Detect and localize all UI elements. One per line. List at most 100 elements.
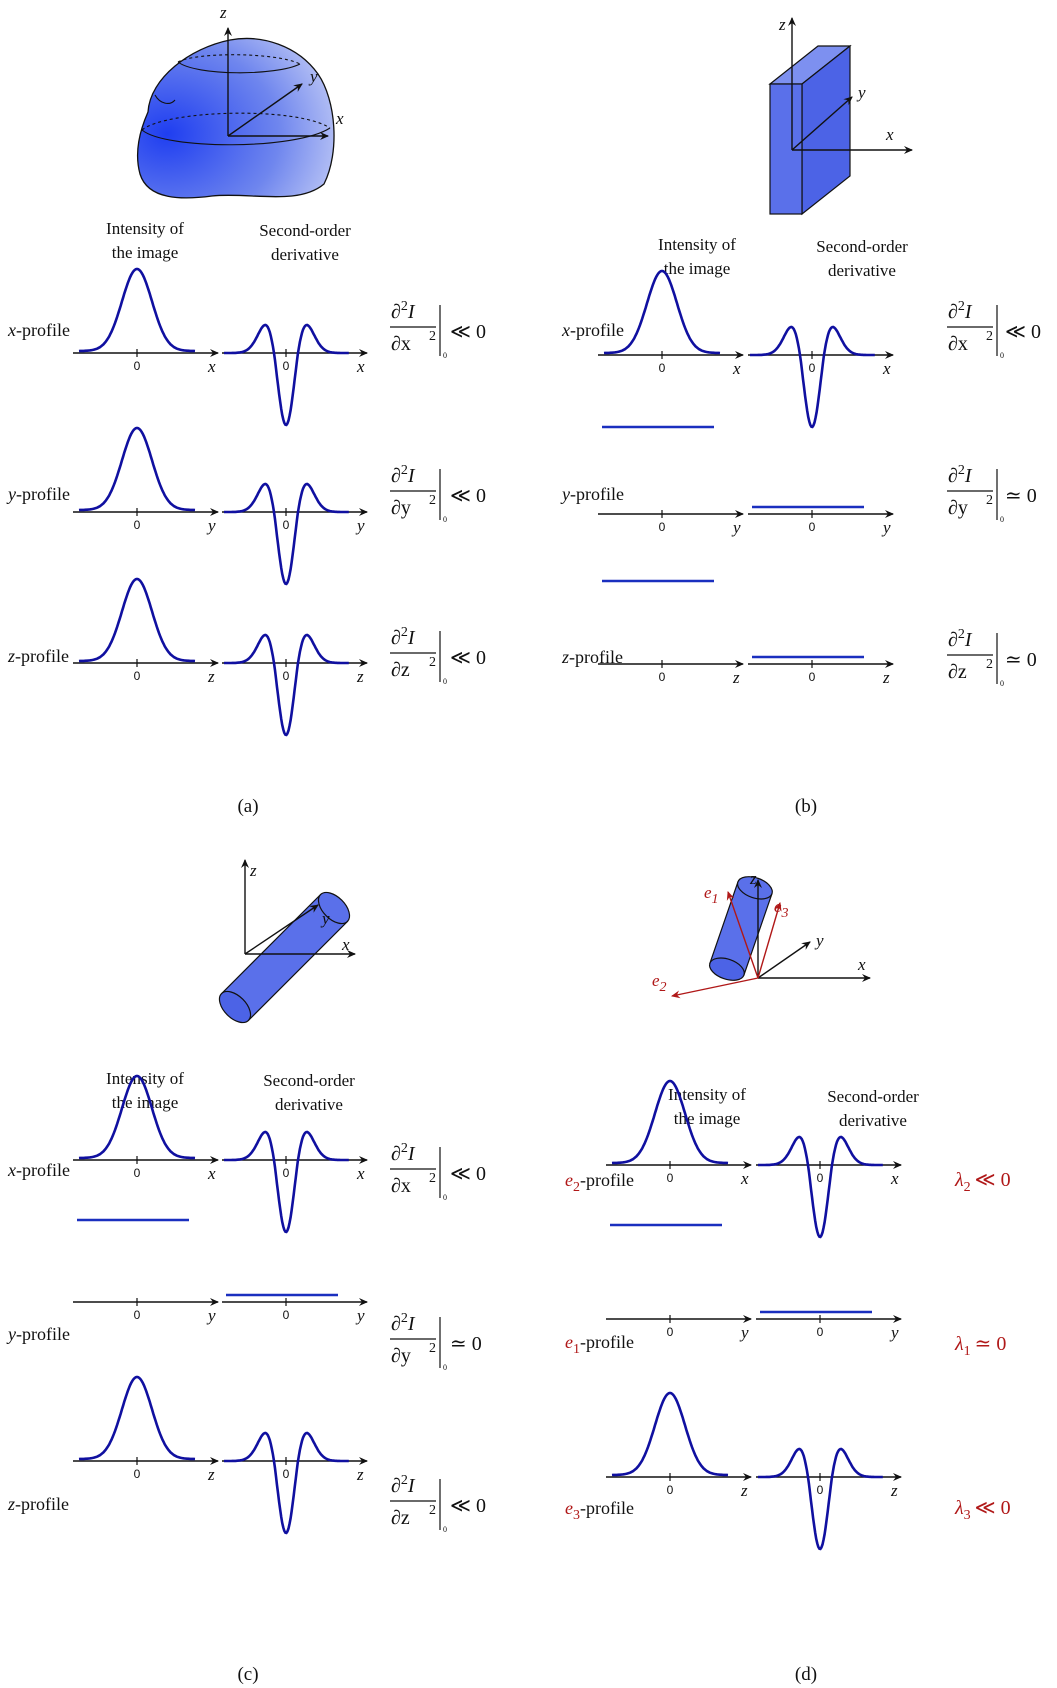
- axis3d-a-y: y: [308, 67, 318, 86]
- header-intensity-d2: the image: [674, 1109, 741, 1128]
- profile-label-d-e3: e3-profile: [565, 1498, 634, 1523]
- svg-text:≃ 0: ≃ 0: [1005, 485, 1037, 507]
- svg-text:∂x: ∂x: [948, 333, 968, 355]
- caption-a: (a): [237, 796, 258, 817]
- plot-2-2-deriv-axis-label: z: [356, 1465, 364, 1484]
- profile-labels: x-profile y-profile z-profile x-profile …: [6, 320, 634, 1523]
- plot-3-1-intensity-axis-label: y: [739, 1323, 749, 1342]
- plot-0-0-intensity-tick-label: 0: [134, 359, 141, 373]
- plot-0-0-deriv-tick-label: 0: [283, 359, 290, 373]
- plot-2-0-intensity-tick-label: 0: [134, 1166, 141, 1180]
- svg-text:≃ 0: ≃ 0: [1005, 649, 1037, 671]
- svg-text:≪ 0: ≪ 0: [450, 1495, 486, 1517]
- axis3d-d-y: y: [814, 931, 824, 950]
- svg-text:≃ 0: ≃ 0: [450, 1333, 482, 1355]
- svg-text:≪ 0: ≪ 0: [450, 321, 486, 343]
- header-intensity-d1: Intensity of: [668, 1085, 746, 1104]
- plot-0-2-intensity-curve: [78, 577, 196, 663]
- plot-2-2-deriv-curve: [224, 1431, 349, 1535]
- svg-text:0: 0: [443, 677, 447, 686]
- caption-c: (c): [237, 1664, 258, 1685]
- axis3d-b-y: y: [856, 83, 866, 102]
- svg-text:0: 0: [1000, 679, 1004, 688]
- plot-0-0-intensity-axis-label: x: [207, 357, 216, 376]
- axis3d-d-x: x: [857, 955, 866, 974]
- plot-0-0-intensity-curve: [78, 267, 196, 353]
- svg-text:≪ 0: ≪ 0: [450, 485, 486, 507]
- plot-0-2-deriv-curve: [224, 633, 349, 737]
- svg-text:∂2I: ∂2I: [391, 463, 416, 487]
- plot-3-2-intensity-tick-label: 0: [667, 1483, 674, 1497]
- plot-0-1-intensity-axis-label: y: [206, 516, 216, 535]
- svg-text:0: 0: [1000, 515, 1004, 524]
- plot-1-0-intensity-axis-label: x: [732, 359, 741, 378]
- axis3d-c-y: y: [320, 909, 330, 928]
- plot-2-1-deriv-axis-label: y: [355, 1306, 365, 1325]
- plot-3-2-deriv-tick-label: 0: [817, 1483, 824, 1497]
- svg-text:∂y: ∂y: [948, 497, 968, 519]
- profile-label-a-z: z-profile: [7, 646, 69, 666]
- plot-2-0-deriv-tick-label: 0: [283, 1166, 290, 1180]
- svg-text:∂2I: ∂2I: [948, 463, 973, 487]
- svg-text:∂z: ∂z: [948, 661, 967, 683]
- svg-text:2: 2: [429, 329, 436, 344]
- header-intensity-a2: the image: [112, 243, 179, 262]
- header-intensity-b2: the image: [664, 259, 731, 278]
- svg-text:0: 0: [443, 1525, 447, 1534]
- plot-2-2-intensity-tick-label: 0: [134, 1467, 141, 1481]
- svg-text:≪ 0: ≪ 0: [1005, 321, 1041, 343]
- header-deriv-a1: Second-order: [259, 221, 351, 240]
- plot-3-0-deriv-tick-label: 0: [817, 1171, 824, 1185]
- plot-2-2-deriv-tick-label: 0: [283, 1467, 290, 1481]
- plot-1-2-deriv-tick-label: 0: [809, 670, 816, 684]
- plot-1-2-intensity-axis-label: z: [732, 668, 740, 687]
- shape-blob: [136, 37, 335, 199]
- plot-2-1-intensity-tick-label: 0: [134, 1308, 141, 1322]
- svg-text:2: 2: [429, 493, 436, 508]
- svg-text:∂2I: ∂2I: [391, 1311, 416, 1335]
- plot-3-0-intensity-curve: [611, 1079, 729, 1165]
- blob-body: [136, 37, 335, 199]
- svg-text:∂y: ∂y: [391, 497, 411, 519]
- svg-text:2: 2: [429, 1503, 436, 1518]
- column-headers: Intensity of the image Second-order deri…: [106, 219, 919, 1130]
- svg-text:0: 0: [443, 351, 447, 360]
- svg-text:≪ 0: ≪ 0: [450, 647, 486, 669]
- equation-a-y: ∂2I ∂y 2 0 ≪ 0: [390, 463, 486, 524]
- profile-plots: 0 x 0 x 0 y 0 y 0 z 0 z 0 x 0 x 0 y 0 y 0 z 0 z 0 x 0 x 0 y 0 y 0 z 0 z 0 x 0 x…: [73, 267, 902, 1551]
- svg-text:2: 2: [986, 329, 993, 344]
- svg-text:∂2I: ∂2I: [391, 1473, 416, 1497]
- equation-b-x: ∂2I ∂x 2 0 ≪ 0: [947, 299, 1041, 360]
- equation-c-z: ∂2I ∂z 2 0 ≪ 0: [390, 1473, 486, 1534]
- svg-text:2: 2: [429, 655, 436, 670]
- axis3d-a-z: z: [219, 3, 227, 22]
- plot-0-1-deriv-tick-label: 0: [283, 518, 290, 532]
- plot-1-2-deriv-axis-label: z: [882, 668, 890, 687]
- eigen3d-e3: e3: [774, 897, 789, 921]
- header-deriv-d1: Second-order: [827, 1087, 919, 1106]
- profile-label-b-y: y-profile: [560, 484, 624, 504]
- svg-text:∂2I: ∂2I: [391, 299, 416, 323]
- axis3d-c-x: x: [341, 935, 350, 954]
- plot-2-2-intensity-curve: [78, 1375, 196, 1461]
- plot-0-1-deriv-axis-label: y: [355, 516, 365, 535]
- plot-1-1-deriv-axis-label: y: [881, 518, 891, 537]
- svg-text:∂z: ∂z: [391, 659, 410, 681]
- plot-1-1-intensity-axis-label: y: [731, 518, 741, 537]
- plot-0-0-deriv-curve: [224, 323, 349, 427]
- plot-0-1-deriv-curve: [224, 482, 349, 586]
- profile-label-c-x: x-profile: [7, 1160, 70, 1180]
- svg-text:0: 0: [443, 1363, 447, 1372]
- plot-1-0-intensity-tick-label: 0: [659, 361, 666, 375]
- equation-b-z: ∂2I ∂z 2 0 ≃ 0: [947, 627, 1037, 688]
- eigen3d-e2: e2: [652, 971, 667, 995]
- svg-text:2: 2: [986, 657, 993, 672]
- header-deriv-a2: derivative: [271, 245, 339, 264]
- plot-2-0-deriv-axis-label: x: [356, 1164, 365, 1183]
- header-deriv-b2: derivative: [828, 261, 896, 280]
- equation-c-x: ∂2I ∂x 2 0 ≪ 0: [390, 1141, 486, 1202]
- profile-label-b-x: x-profile: [561, 320, 624, 340]
- svg-text:∂2I: ∂2I: [948, 627, 973, 651]
- plot-2-0-intensity-axis-label: x: [207, 1164, 216, 1183]
- plot-1-1-deriv-tick-label: 0: [809, 520, 816, 534]
